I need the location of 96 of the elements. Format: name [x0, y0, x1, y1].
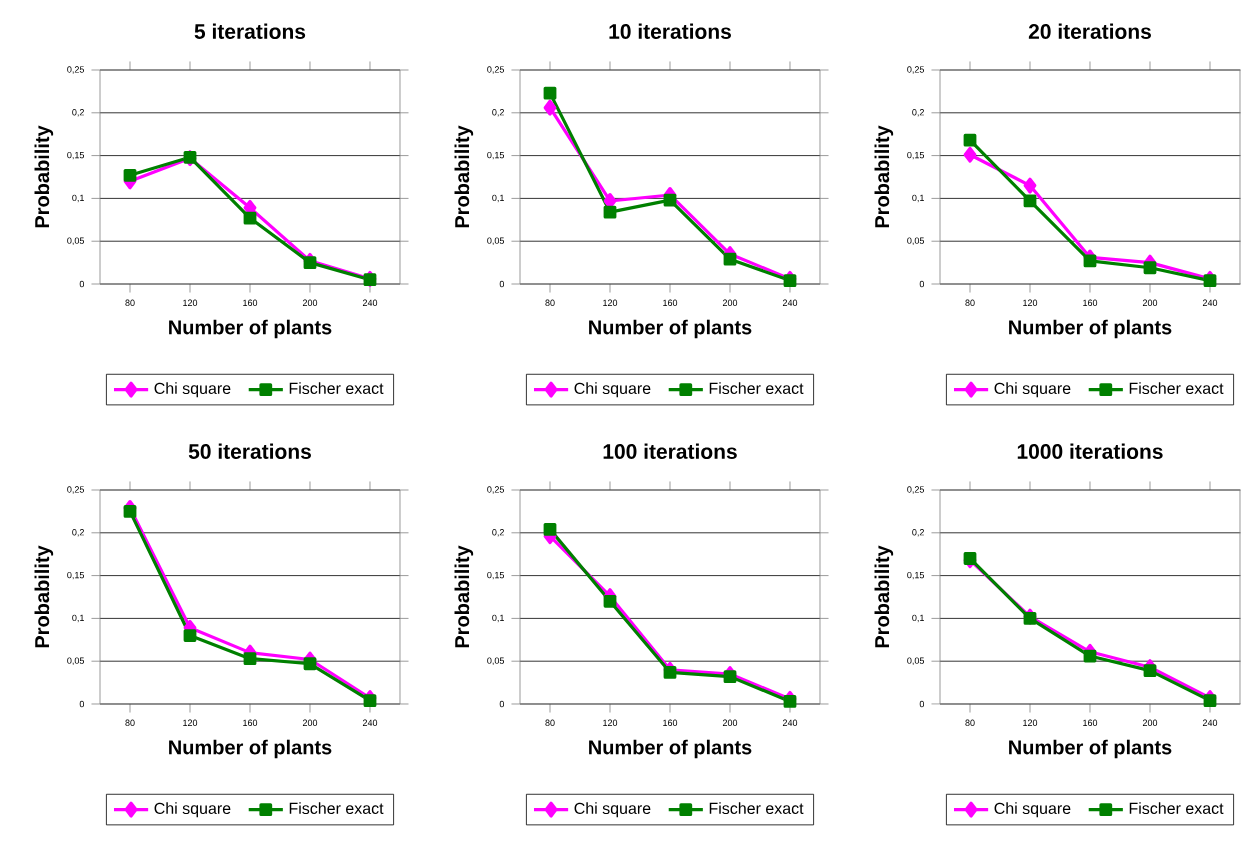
y-tick-label: 0,25: [487, 486, 505, 494]
y-tick-label: 0: [499, 700, 505, 708]
y-tick-label: 0,15: [487, 151, 505, 160]
x-tick-label: 200: [302, 299, 318, 306]
x-tick-label: 80: [965, 719, 975, 726]
x-tick-label: 80: [545, 719, 555, 726]
chart-title: 5 iterations: [194, 23, 306, 39]
x-tick-label: 160: [663, 299, 678, 306]
y-axis-title: Probability: [34, 545, 54, 648]
y-tick-label: 0,15: [907, 571, 925, 580]
y-tick-label: 0,2: [492, 529, 504, 537]
y-tick-label: 0,05: [907, 657, 925, 665]
chart-title: 20 iterations: [1028, 23, 1151, 39]
y-tick-label: 0: [499, 280, 505, 288]
y-tick-label: 0,05: [67, 237, 85, 245]
x-tick-label: 240: [1202, 719, 1218, 726]
legend-label: Fischer exact: [289, 802, 384, 815]
y-tick-label: 0,1: [492, 614, 504, 623]
y-axis-title: Probability: [454, 125, 474, 228]
y-tick-label: 0,15: [67, 151, 85, 160]
y-tick-label: 0,2: [72, 529, 84, 537]
chart-title: 50 iterations: [188, 443, 311, 459]
y-tick-label: 0,2: [912, 529, 924, 537]
y-tick-label: 0,2: [492, 109, 504, 117]
x-tick-label: 80: [125, 299, 135, 306]
y-tick-label: 0,25: [67, 66, 85, 74]
x-tick-label: 240: [782, 719, 798, 726]
y-tick-label: 0,25: [487, 66, 505, 74]
y-tick-label: 0,15: [67, 571, 85, 580]
y-tick-label: 0,25: [907, 486, 925, 494]
legend-label: Chi square: [994, 382, 1071, 398]
chart-title: 10 iterations: [609, 23, 731, 39]
y-tick-label: 0,2: [72, 109, 84, 117]
legend-label: Fischer exact: [709, 802, 804, 815]
y-tick-label: 0: [79, 700, 85, 708]
x-tick-label: 120: [1023, 299, 1038, 306]
x-tick-label: 160: [243, 299, 258, 306]
x-tick-label: 200: [722, 719, 738, 726]
x-tick-label: 120: [183, 299, 198, 306]
x-axis-title: Number of plants: [1009, 319, 1172, 339]
y-tick-label: 0,1: [72, 614, 84, 623]
x-axis-title: Number of plants: [169, 739, 332, 759]
x-tick-label: 240: [362, 719, 378, 726]
x-tick-label: 200: [302, 719, 318, 726]
legend-label: Chi square: [574, 802, 651, 818]
y-tick-label: 0: [919, 280, 925, 288]
x-tick-label: 160: [243, 719, 258, 726]
x-tick-label: 200: [722, 299, 738, 306]
x-tick-label: 120: [183, 719, 198, 726]
x-axis-title: Number of plants: [169, 319, 332, 339]
y-axis-title: Probability: [874, 125, 894, 228]
x-tick-label: 200: [1142, 299, 1158, 306]
legend-label: Fischer exact: [1129, 802, 1224, 815]
y-axis-title: Probability: [454, 545, 474, 648]
y-tick-label: 0,1: [912, 614, 924, 623]
y-tick-label: 0,2: [912, 109, 924, 117]
legend-label: Chi square: [154, 382, 231, 398]
x-axis-title: Number of plants: [1009, 739, 1172, 759]
y-tick-label: 0: [79, 280, 85, 288]
legend-label: Fischer exact: [709, 382, 804, 395]
y-axis-title: Probability: [34, 125, 54, 228]
legend-label: Fischer exact: [1129, 382, 1224, 395]
legend-label: Chi square: [574, 382, 651, 398]
legend-label: Chi square: [154, 802, 231, 818]
legend-label: Chi square: [994, 802, 1071, 818]
x-tick-label: 160: [663, 719, 678, 726]
x-tick-label: 120: [603, 299, 618, 306]
y-tick-label: 0,1: [912, 194, 924, 203]
y-tick-label: 0,15: [907, 151, 925, 160]
x-tick-label: 240: [1202, 299, 1218, 306]
x-axis-title: Number of plants: [589, 319, 752, 339]
x-tick-label: 240: [782, 299, 798, 306]
x-tick-label: 120: [603, 719, 618, 726]
chart-title: 100 iterations: [603, 443, 737, 459]
x-tick-label: 80: [125, 719, 135, 726]
y-tick-label: 0,1: [72, 194, 84, 203]
x-tick-label: 120: [1023, 719, 1038, 726]
y-tick-label: 0,05: [67, 657, 85, 665]
y-tick-label: 0,05: [487, 657, 505, 665]
x-tick-label: 80: [965, 299, 975, 306]
x-axis-title: Number of plants: [589, 739, 752, 759]
y-tick-label: 0: [919, 700, 925, 708]
y-tick-label: 0,15: [487, 571, 505, 580]
y-tick-label: 0,25: [907, 66, 925, 74]
y-tick-label: 0,05: [907, 237, 925, 245]
x-tick-label: 240: [362, 299, 378, 306]
y-tick-label: 0,1: [492, 194, 504, 203]
x-tick-label: 80: [545, 299, 555, 306]
x-tick-label: 160: [1083, 719, 1098, 726]
x-tick-label: 200: [1142, 719, 1158, 726]
legend-label: Fischer exact: [289, 382, 384, 395]
x-tick-label: 160: [1083, 299, 1098, 306]
y-axis-title: Probability: [874, 545, 894, 648]
y-tick-label: 0,05: [487, 237, 505, 245]
y-tick-label: 0,25: [67, 486, 85, 494]
chart-title: 1000 iterations: [1017, 443, 1163, 459]
